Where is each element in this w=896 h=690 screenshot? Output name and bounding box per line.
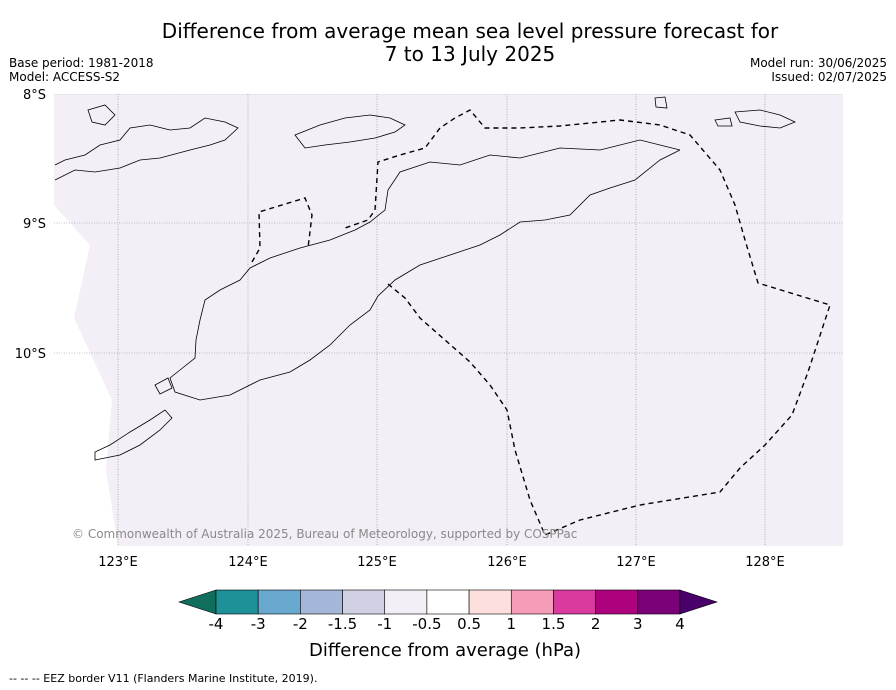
gridlines (54, 94, 843, 546)
title-line-1: Difference from average mean sea level p… (161, 19, 779, 43)
southwest-islet (154, 377, 173, 395)
colorbar-extend-low (178, 589, 217, 615)
meta-left: Base period: 1981-2018 Model: ACCESS-S2 (9, 56, 154, 84)
colorbar-segment (553, 589, 596, 615)
colorbar-tick-label: -3 (250, 615, 266, 633)
eez-footnote: -- -- -- EEZ border V11 (Flanders Marine… (9, 672, 318, 685)
copyright-text: © Commonwealth of Australia 2025, Bureau… (72, 527, 577, 541)
colorbar-tick-label: 1 (506, 615, 517, 633)
rote-island (94, 409, 173, 461)
lon-label-128e: 128°E (745, 555, 785, 570)
coastlines (54, 96, 797, 461)
alor-island (54, 117, 239, 181)
colorbar-tick-label: -2 (292, 615, 308, 633)
colorbar-tick-label: 1.5 (541, 615, 566, 633)
east-islet-2 (654, 96, 668, 109)
timor-north-coast (169, 139, 681, 401)
colorbar-tick-label: 2 (590, 615, 601, 633)
colorbar-segment (510, 589, 554, 615)
colorbar-segment (257, 589, 301, 615)
eez-east-loop (344, 109, 831, 536)
colorbar-segment (426, 589, 470, 615)
eez-west-segment (251, 197, 313, 263)
east-island (734, 109, 797, 129)
colorbar-title: Difference from average (hPa) (309, 640, 582, 661)
lon-label-127e: 127°E (616, 555, 656, 570)
east-islet-1 (714, 117, 733, 127)
colorbar-segment (468, 589, 512, 615)
model-name: Model: ACCESS-S2 (9, 70, 121, 84)
lon-labels: 123°E 124°E 125°E 126°E 127°E 128°E (98, 555, 785, 570)
colorbar-tick-label: -0.5 (412, 615, 442, 633)
lat-labels: 8°S 9°S 10°S (15, 88, 46, 362)
base-period: Base period: 1981-2018 (9, 56, 154, 70)
lon-label-126e: 126°E (487, 555, 527, 570)
colorbar-tick-label: -1.5 (327, 615, 358, 633)
colorbar-tick-label: 3 (633, 615, 643, 633)
lon-label-125e: 125°E (357, 555, 397, 570)
colorbar-tick-label: -1 (377, 615, 393, 633)
map-fill (54, 94, 843, 546)
meta-right: Model run: 30/06/2025 Issued: 02/07/2025 (750, 56, 887, 84)
lat-label-10s: 10°S (15, 347, 46, 362)
title-line-2: 7 to 13 July 2025 (384, 42, 556, 66)
colorbar-tick-label: 4 (675, 615, 685, 633)
colorbar-segment (384, 589, 428, 615)
colorbar-segment (637, 589, 681, 615)
colorbar-tick-label: -4 (208, 615, 224, 633)
chart-title: Difference from average mean sea level p… (0, 20, 896, 66)
lon-label-123e: 123°E (98, 555, 138, 570)
lon-label-124e: 124°E (228, 555, 268, 570)
colorbar-segment (300, 589, 343, 615)
colorbar-segment (342, 589, 386, 615)
colorbar-segment (595, 589, 639, 615)
wetar-island (294, 114, 406, 149)
model-run: Model run: 30/06/2025 (749, 56, 887, 70)
colorbar-segment (215, 589, 259, 615)
issued-date: Issued: 02/07/2025 (771, 70, 887, 84)
north-islet (87, 104, 116, 126)
eez-border (251, 109, 831, 536)
lat-label-9s: 9°S (23, 217, 46, 232)
colorbar-extend-high (679, 589, 718, 615)
colorbar-tick-label: 0.5 (457, 615, 482, 633)
colorbar (178, 589, 718, 615)
lat-label-8s: 8°S (23, 88, 46, 103)
